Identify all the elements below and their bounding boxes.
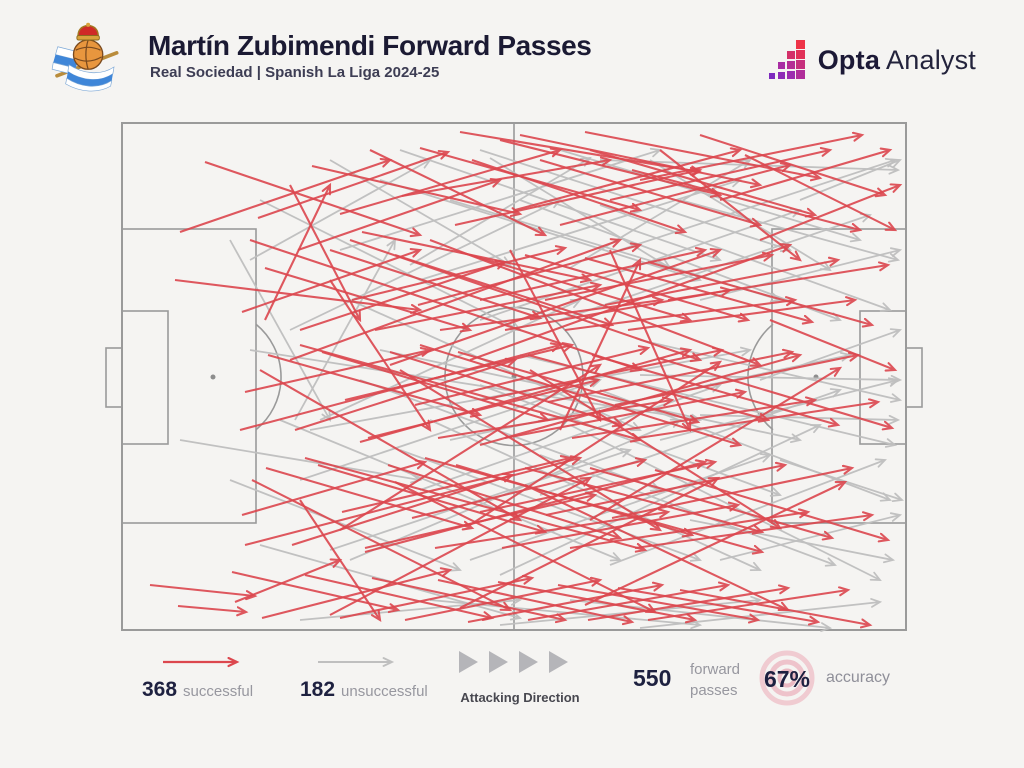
real-sociedad-crest-icon — [51, 22, 119, 92]
total-passes-count: 550 — [633, 665, 672, 691]
accuracy-label: accuracy — [826, 669, 891, 686]
opta-analyst-logo: Opta Analyst — [768, 40, 976, 80]
total-passes-label: forward passes — [690, 661, 741, 699]
accuracy-target-icon — [759, 650, 815, 706]
successful-passes-layer — [149, 130, 900, 625]
successful-legend-arrow-icon — [163, 654, 250, 670]
opta-mark-icon — [768, 40, 805, 79]
accuracy-value: 67% — [763, 666, 811, 692]
unsuccessful-legend: 182 unsuccessful — [300, 678, 428, 702]
crest-crown — [76, 22, 100, 41]
opta-wordmark-bold: Opta — [817, 44, 881, 75]
attacking-direction-label: Attacking Direction — [460, 690, 580, 705]
unsuccessful-passes-layer — [179, 147, 905, 632]
page-title: Martín Zubimendi Forward Passes — [148, 30, 592, 61]
unsuccessful-label: unsuccessful — [341, 683, 428, 700]
successful-label: successful — [183, 683, 254, 700]
opta-analyst-wordmark: Opta Analyst — [818, 45, 976, 76]
successful-legend: 368 successful — [142, 678, 253, 702]
page-subtitle: Real Sociedad | Spanish La Liga 2024-25 — [150, 64, 440, 81]
unsuccessful-legend-arrow-icon — [318, 657, 395, 667]
analyst-wordmark-light: Analyst — [886, 44, 976, 75]
unsuccessful-count: 182 — [300, 678, 336, 701]
crest-flag-lower — [65, 64, 115, 92]
attacking-direction-triangles-icon — [459, 651, 568, 673]
successful-count: 368 — [142, 678, 178, 701]
